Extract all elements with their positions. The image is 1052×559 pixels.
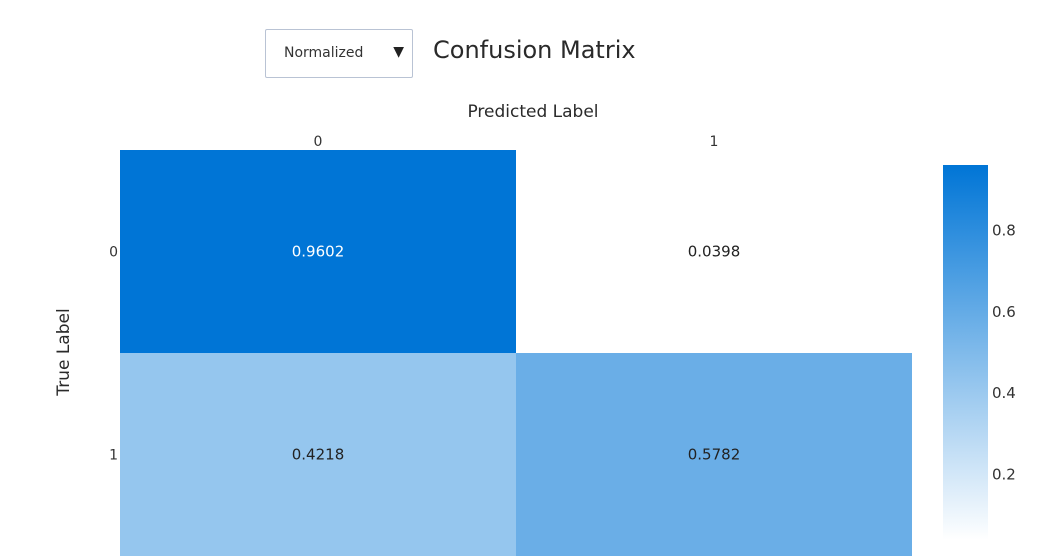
colorbar-tick-labels: 0.2 0.4 0.6 0.8 bbox=[992, 221, 1016, 483]
cell-value-label: 0.5782 bbox=[688, 446, 741, 464]
heatmap-cell-labels: 0.9602 0.0398 0.4218 0.5782 bbox=[292, 243, 741, 464]
heatmap-cell bbox=[120, 150, 516, 353]
colorbar-tick-label: 0.8 bbox=[992, 221, 1016, 239]
dropdown-arrow-icon: ▼ bbox=[393, 44, 404, 60]
x-tick-label: 1 bbox=[710, 134, 719, 150]
x-tick-label: 0 bbox=[314, 134, 323, 150]
y-tick-labels: 01 bbox=[109, 245, 118, 464]
heatmap-cell bbox=[516, 150, 912, 353]
colorbar-tick-label: 0.2 bbox=[992, 466, 1016, 484]
heatmap-cell bbox=[120, 353, 516, 556]
cell-value-label: 0.0398 bbox=[688, 243, 741, 261]
heatmap-cell bbox=[516, 353, 912, 556]
heatmap-cells bbox=[120, 150, 912, 556]
y-tick-label: 0 bbox=[109, 245, 118, 261]
y-axis-label: True Label bbox=[54, 308, 74, 396]
y-tick-label: 1 bbox=[109, 448, 118, 464]
normalization-dropdown-value: Normalized bbox=[284, 45, 364, 61]
normalization-dropdown[interactable]: Normalized ▼ bbox=[265, 29, 413, 78]
colorbar-tick-label: 0.4 bbox=[992, 384, 1016, 402]
x-axis-label: Predicted Label bbox=[467, 102, 598, 122]
chart-title: Confusion Matrix bbox=[433, 36, 636, 64]
cell-value-label: 0.4218 bbox=[292, 446, 345, 464]
colorbar bbox=[943, 165, 988, 540]
colorbar-tick-label: 0.6 bbox=[992, 303, 1016, 321]
cell-value-label: 0.9602 bbox=[292, 243, 345, 261]
